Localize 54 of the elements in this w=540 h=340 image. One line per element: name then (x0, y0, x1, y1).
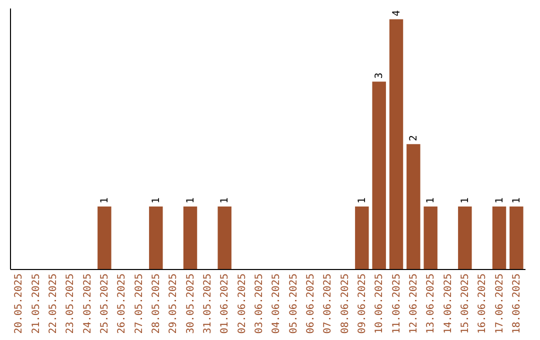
data-label: 1 (494, 198, 506, 204)
bar (355, 206, 369, 269)
x-tick-label: 18.06.2025 (511, 274, 522, 334)
x-tick-label: 08.06.2025 (340, 274, 351, 334)
data-label: 1 (426, 198, 437, 204)
bar (183, 206, 198, 269)
x-tick-label: 02.06.2025 (236, 274, 248, 334)
bar (406, 144, 420, 269)
x-tick-label: 14.06.2025 (442, 274, 454, 334)
bar (98, 206, 112, 269)
x-tick-label: 22.05.2025 (48, 274, 59, 334)
x-tick-label: 17.06.2025 (494, 274, 506, 334)
x-tick-label: 11.06.2025 (391, 274, 402, 334)
x-tick-label: 04.06.2025 (271, 274, 282, 334)
x-tick-label: 25.05.2025 (99, 274, 110, 334)
x-tick-label: 03.06.2025 (254, 274, 265, 334)
data-label: 1 (185, 198, 196, 204)
data-label: 2 (408, 135, 420, 142)
x-tick-label: 01.06.2025 (220, 274, 231, 334)
x-tick-label: 13.06.2025 (426, 274, 437, 334)
x-tick-label: 12.06.2025 (408, 274, 420, 334)
x-tick-label: 16.06.2025 (477, 274, 488, 334)
bar (510, 206, 524, 269)
bar (218, 206, 232, 269)
data-label: 3 (374, 72, 386, 79)
data-label: 1 (220, 198, 231, 204)
data-label: 1 (356, 198, 368, 204)
x-tick-label: 29.05.2025 (168, 274, 180, 334)
bar (149, 206, 163, 269)
x-tick-label: 05.06.2025 (288, 274, 300, 334)
x-tick-label: 31.05.2025 (202, 274, 214, 334)
data-label: 1 (511, 198, 522, 204)
x-tick-label: 07.06.2025 (322, 274, 334, 334)
x-tick-label: 21.05.2025 (30, 274, 42, 334)
bar (492, 206, 506, 269)
x-tick-label: 06.06.2025 (305, 274, 316, 334)
bar (389, 19, 404, 269)
x-tick-label: 20.05.2025 (14, 274, 25, 334)
data-label: 1 (460, 198, 471, 204)
x-tick-label: 28.05.2025 (150, 274, 162, 334)
x-tick-label: 23.05.2025 (65, 274, 76, 334)
x-tick-label: 10.06.2025 (374, 274, 386, 334)
x-tick-label: 27.05.2025 (134, 274, 145, 334)
data-label: 1 (150, 198, 162, 204)
data-label: 4 (391, 10, 402, 16)
x-tick-label: 15.06.2025 (460, 274, 471, 334)
bar (424, 206, 438, 269)
x-tick-label: 30.05.2025 (185, 274, 196, 334)
x-tick-label: 09.06.2025 (356, 274, 368, 334)
data-label: 1 (99, 198, 110, 204)
x-tick-label: 26.05.2025 (116, 274, 128, 334)
x-tick-label: 24.05.2025 (82, 274, 94, 334)
bar (458, 206, 472, 269)
bar (372, 82, 386, 269)
